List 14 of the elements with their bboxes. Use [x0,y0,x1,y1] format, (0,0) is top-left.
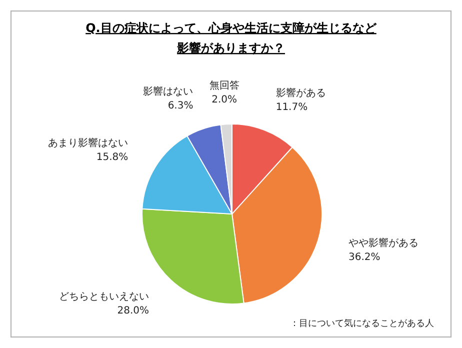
chart-title: Q.目の症状によって、心身や生活に支障が生じるなど影響がありますか？ [86,21,378,55]
slice-label: 影響がある [276,87,326,100]
data-label: 2.0% [212,94,238,106]
slice-label: あまり影響はない [48,136,128,149]
data-label: 6.3% [168,100,194,112]
slice-label: どちらともいえない [59,291,150,302]
data-label: 28.0% [117,305,150,316]
text: ：目について気になることがある人 [290,318,434,329]
data-label: 15.8% [96,152,128,163]
slice-label: 無回答 [209,79,240,92]
data-label: 11.7% [276,102,308,114]
slice-label: やや影響がある [348,237,418,250]
data-label: 36.2% [348,252,380,264]
slice-label: 影響はない [143,85,194,98]
